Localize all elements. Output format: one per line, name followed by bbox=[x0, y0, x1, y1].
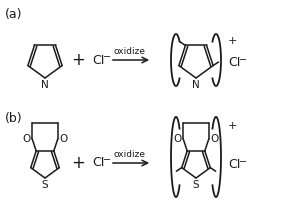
Text: CI: CI bbox=[228, 158, 240, 171]
Text: CI: CI bbox=[92, 157, 104, 170]
Text: N: N bbox=[192, 80, 200, 90]
Text: S: S bbox=[42, 180, 48, 190]
Text: (a): (a) bbox=[5, 8, 23, 21]
Text: O: O bbox=[60, 134, 68, 144]
Text: (b): (b) bbox=[5, 112, 23, 125]
Text: O: O bbox=[211, 134, 219, 144]
Text: +: + bbox=[228, 36, 237, 46]
Text: N: N bbox=[41, 80, 49, 90]
Text: +: + bbox=[71, 51, 85, 69]
Text: oxidize: oxidize bbox=[114, 47, 146, 56]
Text: +: + bbox=[71, 154, 85, 172]
Text: O: O bbox=[173, 134, 181, 144]
Text: oxidize: oxidize bbox=[114, 150, 146, 159]
Text: CI: CI bbox=[92, 53, 104, 66]
Text: −: − bbox=[103, 155, 111, 165]
Text: O: O bbox=[22, 134, 30, 144]
Text: +: + bbox=[228, 121, 237, 131]
Text: CI: CI bbox=[228, 56, 240, 69]
Text: S: S bbox=[193, 180, 199, 190]
Text: −: − bbox=[103, 52, 111, 62]
Text: −: − bbox=[239, 157, 247, 167]
Text: −: − bbox=[239, 55, 247, 65]
